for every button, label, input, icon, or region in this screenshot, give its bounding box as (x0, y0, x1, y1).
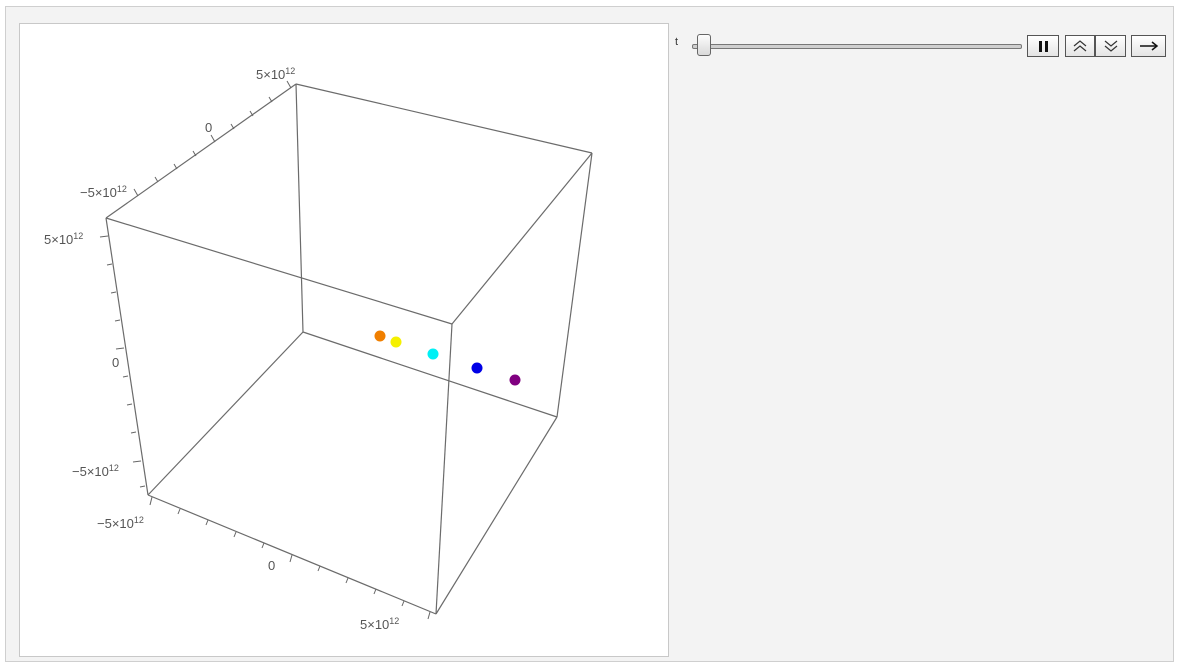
box-edge (435, 323, 453, 615)
box-edge (105, 83, 297, 219)
double-chevron-up-icon (1073, 40, 1087, 52)
axis-ticks (99, 80, 431, 620)
tick-label: 0 (268, 558, 275, 573)
plot-3d[interactable]: 5×1012 0 −5×1012 5×1012 0 −5×1012 −5×101… (20, 24, 668, 656)
slider-label: t (675, 36, 679, 48)
bounding-box (105, 83, 593, 615)
pause-button[interactable] (1027, 35, 1059, 57)
tick-label: 0 (112, 355, 119, 370)
tick-label: 0 (205, 120, 212, 135)
box-edge (451, 152, 593, 325)
box-edge (556, 152, 593, 418)
box-edge (295, 83, 304, 333)
point-blue (471, 362, 483, 374)
box-edge (147, 494, 437, 615)
tick-label: −5×1012 (72, 463, 119, 479)
direction-button[interactable] (1131, 35, 1166, 57)
tick-label: −5×1012 (80, 184, 127, 200)
animation-controls: t (672, 33, 1172, 63)
slower-button[interactable] (1095, 35, 1126, 57)
manipulate-frame: 5×1012 0 −5×1012 5×1012 0 −5×1012 −5×101… (5, 6, 1174, 662)
box-edge (435, 416, 558, 615)
tick-label: 5×1012 (256, 66, 295, 82)
box-edge (302, 331, 558, 418)
point-purple (509, 374, 521, 386)
point-cyan (427, 348, 439, 360)
double-chevron-down-icon (1104, 40, 1117, 52)
pause-icon (1039, 41, 1048, 52)
box-edge (295, 83, 593, 154)
tick-label: 5×1012 (44, 231, 83, 247)
tick-labels: 5×1012 0 −5×1012 5×1012 0 −5×1012 −5×101… (44, 66, 399, 632)
plot-panel: 5×1012 0 −5×1012 5×1012 0 −5×1012 −5×101… (19, 23, 669, 657)
point-yellow (390, 336, 402, 348)
box-edge (105, 217, 149, 496)
t-slider-thumb[interactable] (697, 34, 711, 56)
point-orange (374, 330, 386, 342)
faster-button[interactable] (1065, 35, 1095, 57)
tick-label: 5×1012 (360, 616, 399, 632)
box-edge (105, 217, 453, 325)
data-points (374, 330, 521, 386)
box-edge (147, 331, 304, 496)
t-slider[interactable] (692, 44, 1022, 49)
right-arrow-icon (1139, 41, 1158, 51)
tick-label: −5×1012 (97, 515, 144, 531)
